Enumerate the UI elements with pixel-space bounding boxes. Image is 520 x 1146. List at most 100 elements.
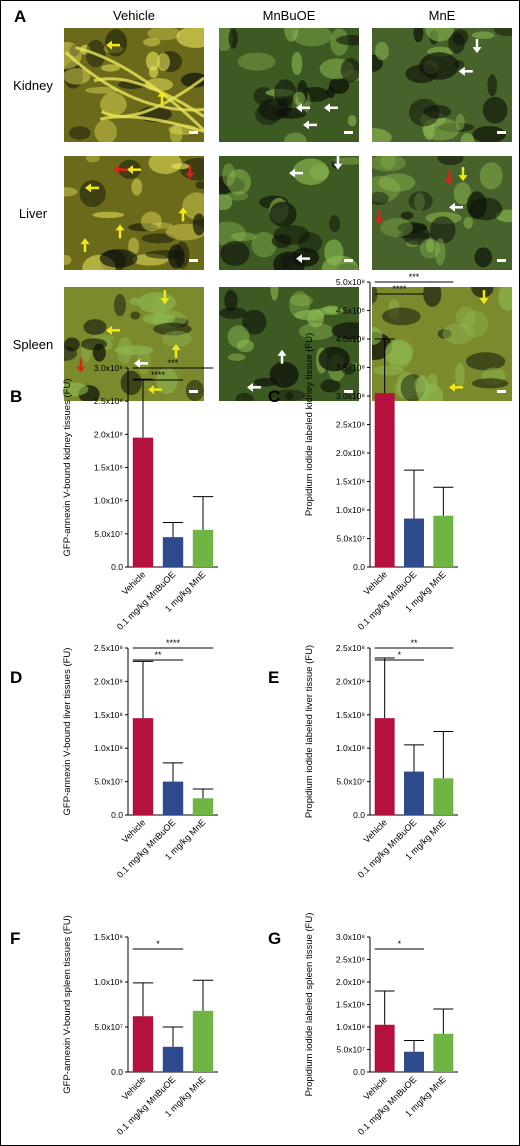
y-axis-label: GFP-annexin V-bound spleen tissues (FU) — [62, 915, 73, 1093]
arrow-icon — [127, 165, 133, 175]
y-tick-label: 2.0x10⁸ — [94, 676, 124, 686]
y-tick-label: 2.5x10⁸ — [94, 396, 124, 406]
arrow-icon — [178, 207, 188, 214]
tissue-blob — [131, 178, 143, 196]
y-tick-label: 5.0x10⁷ — [94, 777, 123, 787]
tissue-blob — [64, 68, 91, 85]
tissue-blob — [253, 87, 274, 106]
tissue-blob — [64, 346, 78, 361]
micrograph — [219, 287, 359, 401]
arrow-icon — [296, 254, 302, 264]
micrograph — [64, 28, 204, 142]
arrow-icon — [106, 40, 112, 50]
tissue-blob — [479, 162, 503, 190]
tissue-blob — [452, 29, 469, 46]
arrow-icon — [148, 385, 154, 395]
arrow-icon — [134, 358, 140, 368]
arrow-icon — [106, 325, 112, 335]
y-tick-label: 1.5x10⁸ — [336, 1000, 366, 1010]
y-axis: 0.0 5.0x10⁷ 1.0x10⁸ 1.5x10⁸ 2.0x10⁸ 2.5x10⁸ 3.… — [336, 932, 371, 1077]
micrograph — [64, 287, 204, 401]
y-axis-label: Propidium iodide labeled liver tissue (F… — [304, 645, 315, 818]
tissue-blob — [320, 379, 341, 393]
arrow-icon — [458, 66, 465, 76]
bar — [374, 718, 395, 815]
panel-letter: G — [268, 929, 281, 948]
tissue-blob — [228, 28, 238, 49]
y-tick-label: 1.5x10⁸ — [94, 463, 124, 473]
tissue-blob — [329, 215, 341, 233]
column-label: Vehicle — [113, 8, 155, 23]
tissue-blob — [328, 77, 350, 94]
tissue-blob — [341, 362, 356, 375]
tissue-blob — [408, 98, 440, 127]
tissue-blob — [269, 201, 297, 227]
tissue-blob — [372, 128, 392, 142]
tissue-blob — [493, 28, 512, 37]
y-tick-label: 2.0x10⁸ — [94, 429, 124, 439]
tissue-blob — [100, 92, 127, 117]
y-tick-label: 0.0 — [353, 562, 365, 572]
bar — [404, 1051, 424, 1072]
tissue-blob — [143, 37, 161, 47]
y-axis-label: GFP-annexin V-bound kidney tissues (FU) — [62, 379, 73, 557]
tissue-blob — [225, 191, 249, 201]
tissue-blob — [384, 339, 414, 366]
tissue-blob — [340, 58, 359, 83]
scale-bar — [344, 259, 353, 262]
tissue-blob — [333, 157, 359, 165]
y-tick-label: 1.0x10⁸ — [94, 977, 124, 987]
tissue-blob — [179, 157, 204, 181]
y-tick-label: 1.0x10⁸ — [94, 743, 124, 753]
tissue-blob — [64, 382, 89, 397]
tissue-blob — [474, 247, 493, 268]
arrow-icon — [171, 344, 181, 350]
y-tick-label: 5.0x10⁸ — [336, 277, 366, 287]
y-tick-label: 3.0x10⁸ — [336, 391, 366, 401]
tissue-blob — [64, 61, 84, 89]
tissue-blob — [487, 74, 498, 97]
tissue-blob — [113, 293, 126, 317]
tissue-blob — [289, 291, 310, 319]
tissue-blob — [471, 287, 494, 298]
bar — [192, 1010, 214, 1072]
x-tick-label: Vehicle — [361, 817, 389, 845]
y-tick-label: 1.0x10⁸ — [336, 1022, 366, 1032]
y-tick-label: 2.0x10⁸ — [336, 676, 366, 686]
chart-panel-d: D 0.0 5.0x10⁷ 1.0x10⁸ 1.5x10⁸ 2.0x10⁸ 2.5x10⁸ G… — [10, 638, 218, 880]
significance-label: * — [398, 650, 402, 660]
y-tick-label: 0.0 — [111, 1067, 123, 1077]
tissue-blob — [372, 191, 389, 206]
tissue-blob — [128, 237, 140, 256]
y-tick-label: 2.5x10⁸ — [94, 643, 124, 653]
tissue-blob — [251, 231, 277, 258]
tissue-blob — [270, 389, 306, 401]
bar — [192, 529, 214, 567]
arrow-icon — [303, 120, 309, 130]
tissue-blob — [226, 169, 252, 195]
tissue-blob — [153, 322, 192, 336]
tissue-blob — [380, 156, 396, 170]
tissue-blob — [472, 126, 506, 142]
micrograph — [372, 156, 512, 270]
x-tick-label: Vehicle — [361, 569, 389, 597]
significance-label: **** — [166, 638, 181, 648]
y-axis-label: GFP-annexin V-bound liver tissues (FU) — [62, 648, 73, 816]
tissue-blob — [176, 28, 204, 48]
tissue-blob — [455, 113, 465, 131]
y-tick-label: 2.0x10⁸ — [336, 977, 366, 987]
bar — [132, 437, 154, 567]
tissue-blob — [413, 28, 424, 43]
bar — [162, 1046, 184, 1072]
tissue-blob — [192, 213, 204, 236]
tissue-blob — [453, 182, 472, 205]
tissue-boundary — [93, 77, 204, 118]
tissue-blob — [137, 291, 176, 314]
tissue-blob — [270, 287, 279, 301]
micrograph — [219, 156, 359, 270]
y-tick-label: 3.5x10⁸ — [336, 363, 366, 373]
tissue-blob — [437, 156, 464, 166]
y-axis: 0.0 5.0x10⁷ 1.0x10⁸ 1.5x10⁸ 2.0x10⁸ 2.5x10⁸ — [336, 643, 371, 820]
tissue-blob — [156, 367, 178, 395]
tissue-blob — [281, 254, 291, 269]
